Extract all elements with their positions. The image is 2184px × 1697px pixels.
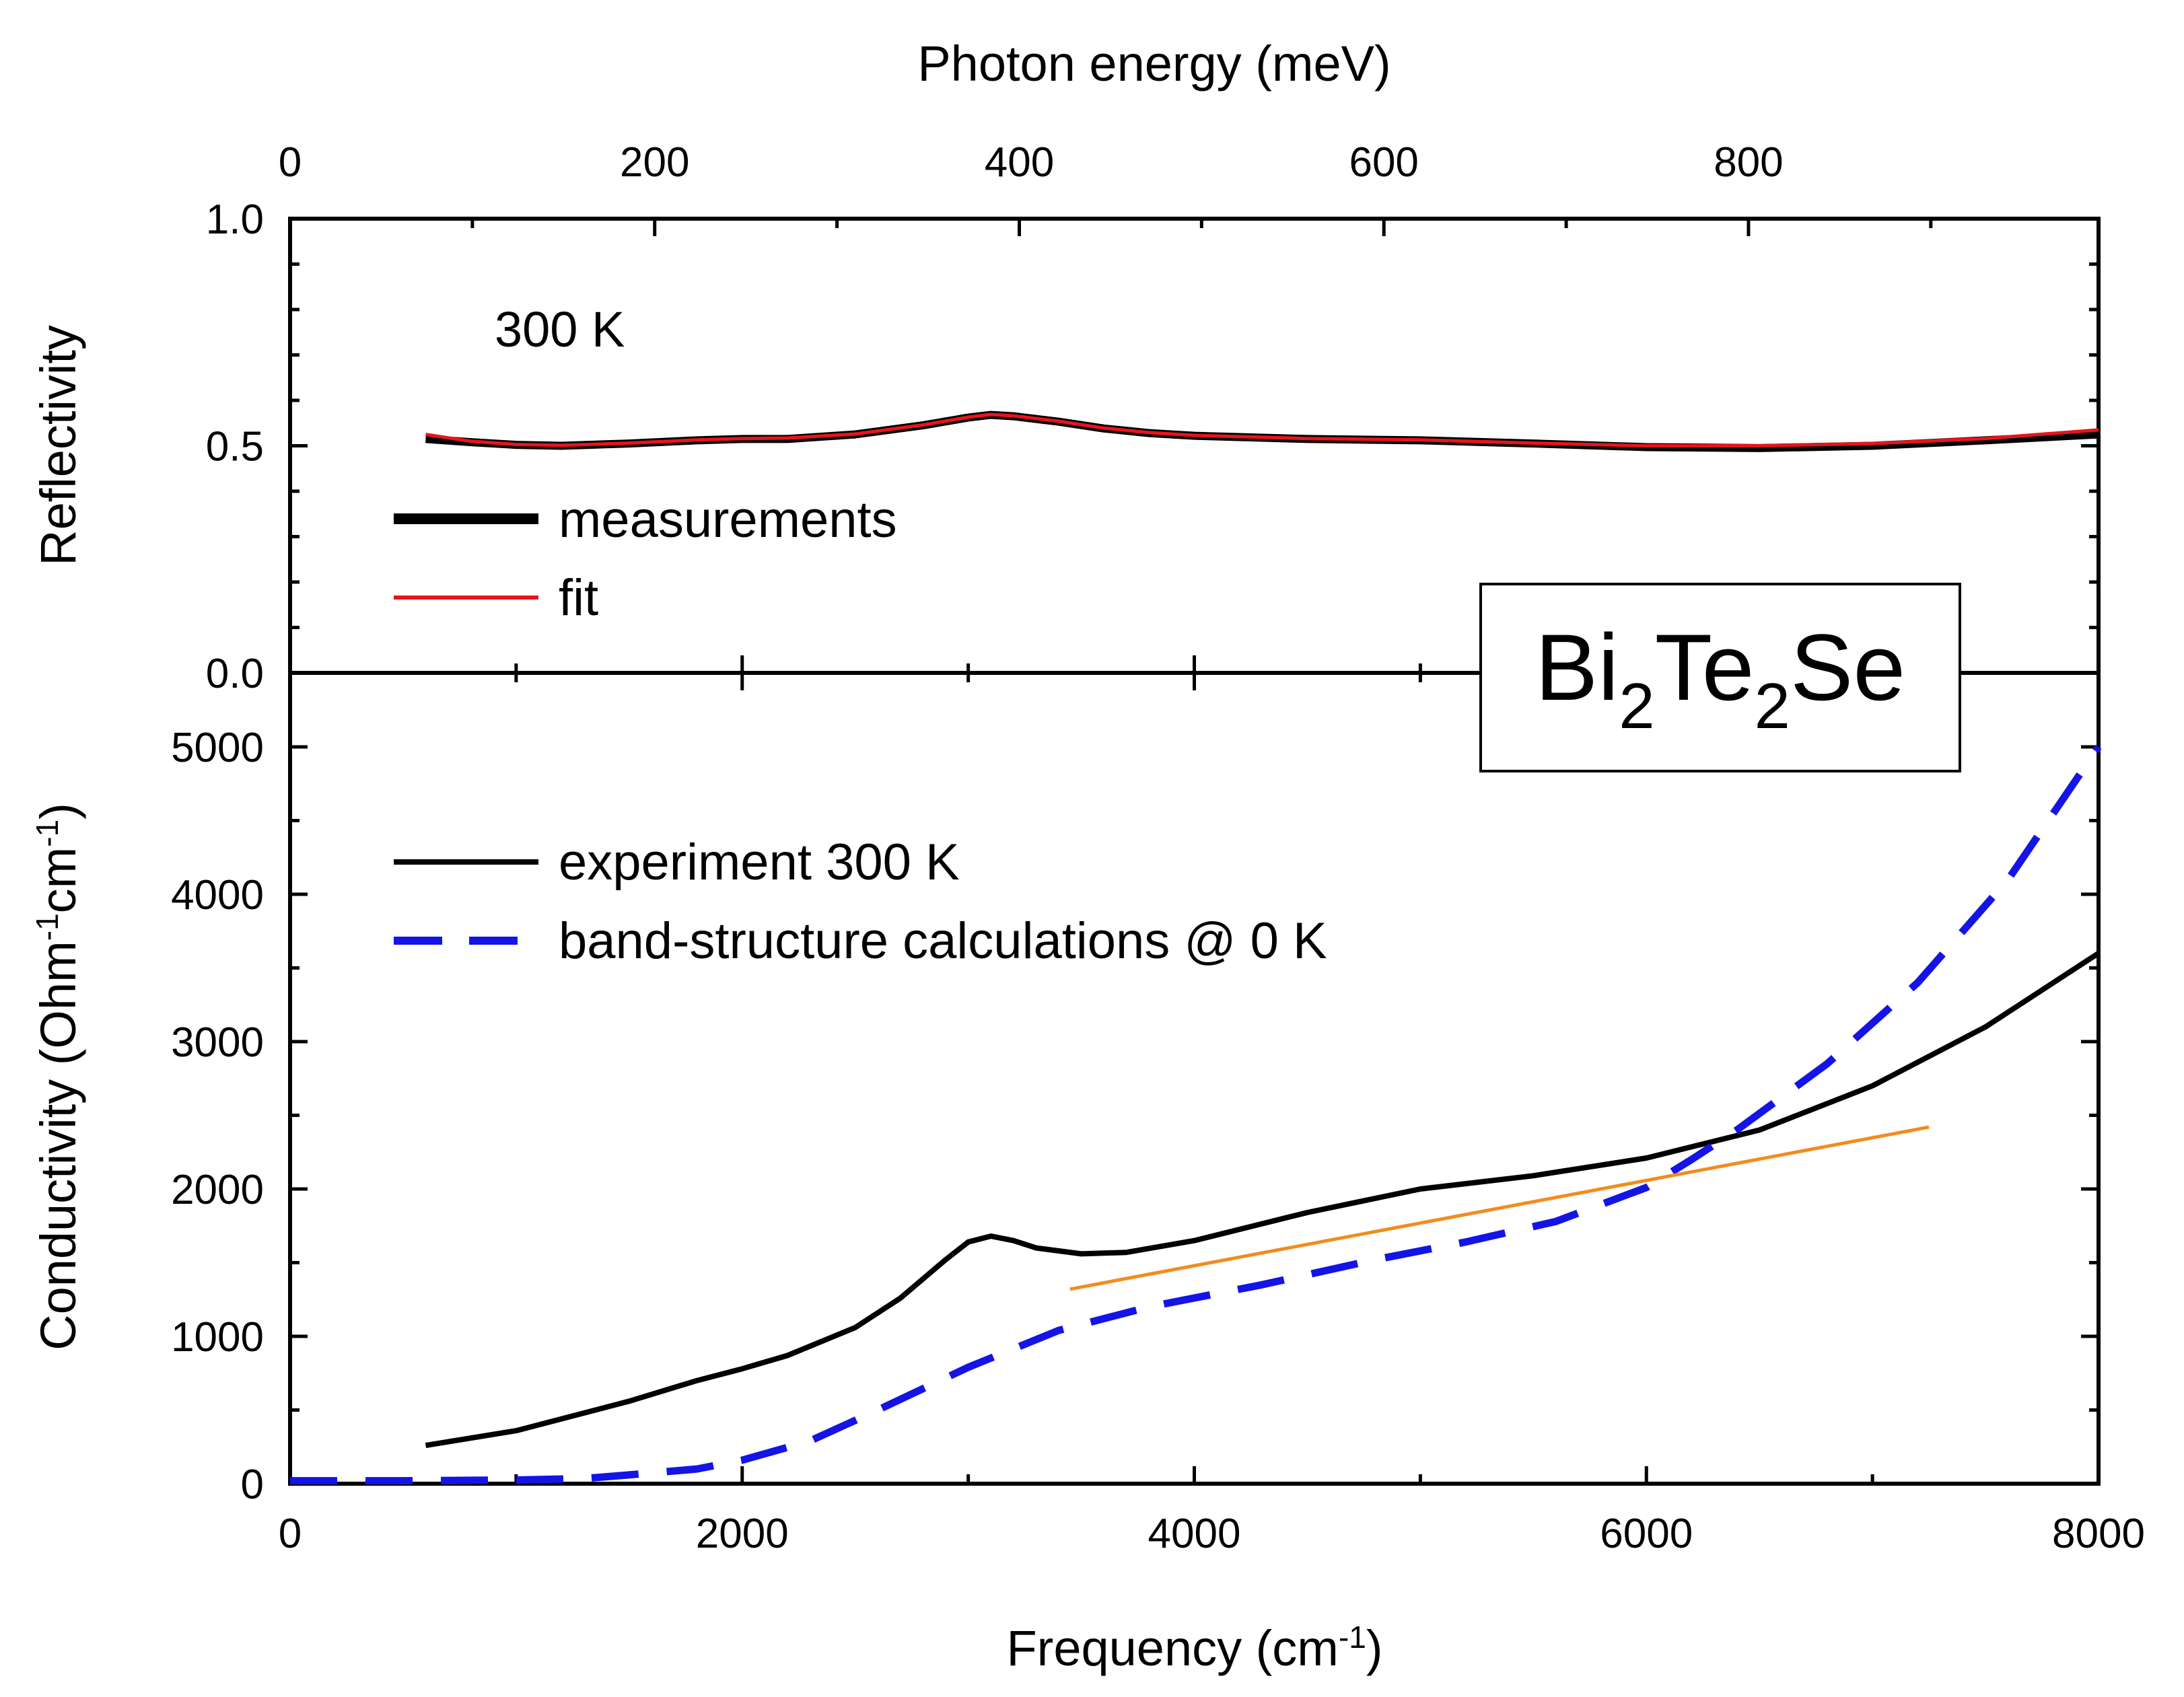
top-y-tick-label: 1.0 bbox=[206, 196, 264, 243]
bottom-y-tick-label: 5000 bbox=[171, 725, 264, 771]
top-x-tick-label: 800 bbox=[1714, 139, 1783, 186]
ylabel-part-1: Conductivity (Ohm bbox=[30, 941, 86, 1350]
ylabel-part-2: cm bbox=[30, 847, 86, 914]
x-tick-label: 4000 bbox=[1148, 1511, 1241, 1557]
bottom-y-tick-label: 2000 bbox=[171, 1167, 264, 1213]
xlabel-part-2: ) bbox=[1366, 1620, 1383, 1676]
top-y-tick-label: 0.5 bbox=[206, 424, 264, 470]
sample-label: Bi2Te2Se bbox=[1535, 614, 1905, 742]
sample-part-te: Te bbox=[1655, 614, 1755, 720]
sample-label-box: Bi2Te2Se bbox=[1479, 583, 1961, 772]
x-tick-label: 2000 bbox=[696, 1511, 789, 1557]
series-linear-guide bbox=[1069, 1125, 1930, 1291]
x-tick-label: 8000 bbox=[2052, 1511, 2145, 1557]
sample-sub-1: 2 bbox=[1619, 670, 1654, 742]
bottom-y-tick-label: 4000 bbox=[171, 872, 264, 918]
ylabel-sup-1: -1 bbox=[30, 913, 65, 941]
xlabel-part-1: Frequency (cm bbox=[1006, 1620, 1338, 1676]
sample-part-bi: Bi bbox=[1535, 614, 1619, 720]
x-tick-label: 0 bbox=[279, 1511, 302, 1557]
bottom-y-tick-label: 3000 bbox=[171, 1019, 264, 1066]
ylabel-sup-2: -1 bbox=[30, 820, 65, 847]
top-x-tick-label: 400 bbox=[985, 139, 1054, 186]
top-y-tick-label: 0.0 bbox=[206, 651, 264, 697]
top-x-tick-label: 600 bbox=[1349, 139, 1418, 186]
series-experiment bbox=[425, 951, 2101, 1449]
bottom-y-tick-label: 0 bbox=[241, 1461, 264, 1508]
series-layer bbox=[290, 410, 2102, 1485]
top-legend: measurements fit bbox=[394, 491, 897, 626]
temperature-annotation: 300 K bbox=[495, 301, 625, 357]
top-y-axis-title: Reflectivity bbox=[30, 325, 86, 566]
bottom-legend: experiment 300 K band-structure calculat… bbox=[394, 834, 1327, 970]
ylabel-part-3: ) bbox=[30, 803, 86, 820]
top-x-tick-label: 200 bbox=[620, 139, 689, 186]
series-band-structure-calculations bbox=[290, 744, 2102, 1485]
legend-label-experiment: experiment 300 K bbox=[559, 834, 960, 891]
legend-label-measurements: measurements bbox=[559, 491, 897, 548]
x-tick-label: 6000 bbox=[1600, 1511, 1693, 1557]
sample-sub-2: 2 bbox=[1755, 670, 1790, 742]
legend-label-calculations: band-structure calculations @ 0 K bbox=[559, 912, 1327, 970]
bottom-y-tick-label: 1000 bbox=[171, 1314, 264, 1361]
xlabel-sup: -1 bbox=[1339, 1620, 1366, 1655]
bottom-y-axis-title: Conductivity (Ohm-1cm-1) bbox=[30, 803, 86, 1350]
legend-label-fit: fit bbox=[559, 569, 598, 626]
sample-part-se: Se bbox=[1790, 614, 1905, 720]
top-x-tick-label: 0 bbox=[279, 139, 302, 186]
x-axis-title: Frequency (cm-1) bbox=[1006, 1620, 1382, 1676]
tick-labels: 0 2000 4000 6000 8000 0 200 400 600 800 0.0 0.5 1.0 0… bbox=[171, 139, 2145, 1557]
top-axis-title: Photon energy (meV) bbox=[917, 36, 1390, 92]
series-fit bbox=[425, 412, 2099, 447]
